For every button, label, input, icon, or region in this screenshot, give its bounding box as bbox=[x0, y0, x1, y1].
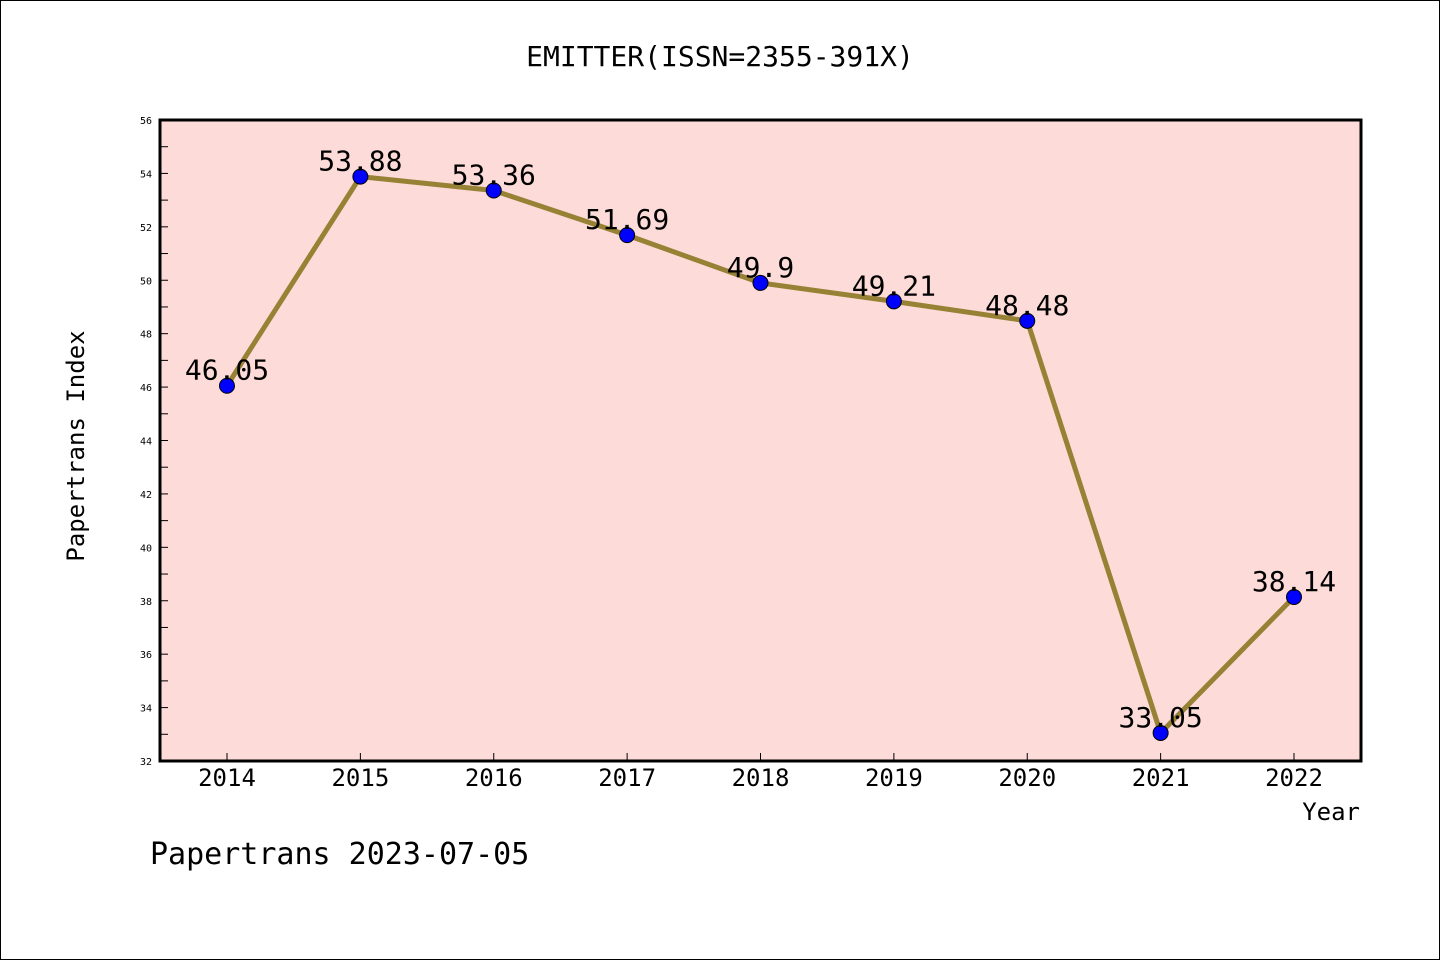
y-tick-label: 36 bbox=[140, 650, 152, 661]
y-tick-label: 50 bbox=[140, 276, 152, 287]
data-point bbox=[219, 377, 235, 394]
x-axis: 2014 2015 2016 2017 2018 2019 2020 2021 2022 bbox=[198, 753, 1323, 792]
x-tick-label: 2019 bbox=[865, 764, 923, 792]
y-axis-label: Papertrans Index bbox=[62, 330, 90, 561]
data-labels: 46.05 53.88 53.36 51.69 49.9 49.21 48.48 33.05 3… bbox=[185, 145, 1336, 734]
y-tick-label: 32 bbox=[140, 757, 152, 768]
x-tick-label: 2014 bbox=[198, 764, 256, 792]
x-tick-label: 2017 bbox=[598, 764, 656, 792]
x-axis-label: Year bbox=[1302, 798, 1360, 826]
chart-title: EMITTER(ISSN=2355-391X) bbox=[526, 40, 914, 73]
x-tick-label: 2018 bbox=[732, 764, 790, 792]
y-tick-label: 46 bbox=[140, 383, 152, 394]
data-point bbox=[485, 182, 502, 199]
data-label: 33.05 bbox=[1118, 701, 1202, 734]
y-tick-label: 56 bbox=[140, 116, 152, 127]
data-label: 48.48 bbox=[985, 289, 1069, 322]
y-tick-label: 38 bbox=[140, 597, 152, 608]
footer-text: Papertrans 2023-07-05 bbox=[150, 837, 529, 872]
data-point bbox=[1019, 312, 1036, 329]
y-axis: 32 34 36 38 40 42 44 46 48 50 52 54 56 bbox=[140, 116, 168, 768]
data-point bbox=[885, 293, 902, 310]
data-point bbox=[619, 227, 636, 244]
y-tick-label: 48 bbox=[140, 330, 152, 341]
y-tick-label: 40 bbox=[140, 543, 152, 554]
data-point bbox=[752, 274, 769, 291]
data-label: 46.05 bbox=[185, 354, 269, 387]
x-tick-label: 2022 bbox=[1265, 764, 1323, 792]
plot-area bbox=[158, 118, 1363, 763]
data-label: 53.88 bbox=[318, 145, 402, 178]
y-tick-label: 34 bbox=[140, 704, 152, 715]
y-tick-label: 54 bbox=[140, 169, 152, 180]
data-point bbox=[1286, 589, 1302, 606]
series-markers bbox=[219, 168, 1302, 741]
x-tick-label: 2020 bbox=[998, 764, 1056, 792]
data-label: 38.14 bbox=[1252, 565, 1336, 598]
data-label: 49.21 bbox=[852, 269, 936, 302]
x-tick-label: 2021 bbox=[1132, 764, 1190, 792]
y-tick-label: 44 bbox=[140, 437, 152, 448]
data-label: 53.36 bbox=[452, 159, 536, 192]
data-point bbox=[352, 168, 369, 185]
x-tick-label: 2015 bbox=[331, 764, 389, 792]
data-label: 51.69 bbox=[585, 203, 669, 236]
y-tick-label: 52 bbox=[140, 223, 152, 234]
y-tick-label: 42 bbox=[140, 490, 152, 501]
data-label: 49.9 bbox=[727, 251, 794, 284]
data-point bbox=[1152, 724, 1169, 741]
x-tick-label: 2016 bbox=[465, 764, 523, 792]
